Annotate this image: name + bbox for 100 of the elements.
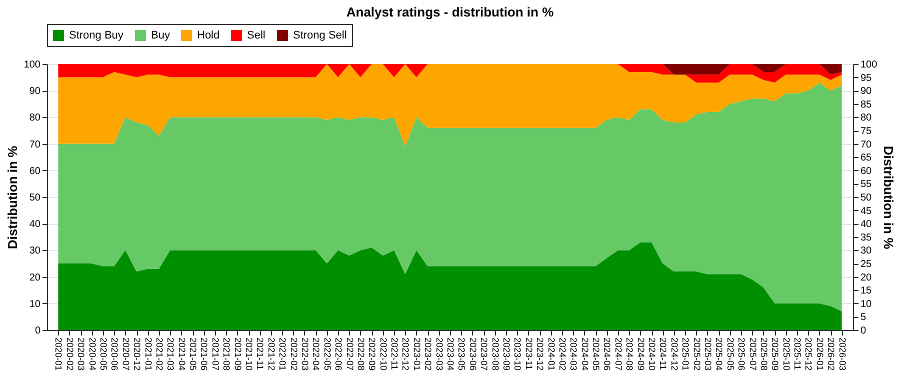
x-tick-label: 2024-07 (613, 338, 624, 371)
x-tick-label: 2024-08 (624, 338, 635, 371)
x-tick-label: 2025-05 (725, 338, 736, 371)
x-tick-label: 2021-07 (210, 338, 220, 371)
x-tick-label: 2020-01 (54, 338, 64, 371)
legend-label: Sell (247, 30, 266, 42)
legend-label: Hold (197, 30, 220, 42)
legend-label: Strong Sell (293, 30, 347, 42)
y2-tick-label: 45 (860, 206, 872, 217)
y-tick-label: 60 (29, 166, 41, 177)
x-tick-label: 2025-11 (792, 338, 803, 370)
x-tick-label: 2025-02 (692, 338, 702, 371)
chart-title: Analyst ratings - distribution in % (346, 4, 554, 20)
x-tick-label: 2022-08 (356, 338, 366, 371)
y2-tick-label: 60 (860, 166, 872, 177)
x-tick-label: 2025-12 (804, 338, 814, 371)
y2-axis-title: Distribution in % (881, 146, 896, 250)
x-tick-label: 2023-11 (524, 338, 534, 370)
x-tick-label: 2023-12 (535, 338, 546, 371)
y2-tick-label: 90 (860, 86, 872, 98)
x-tick-label: 2023-10 (512, 338, 523, 371)
y2-tick-label: 0 (860, 326, 866, 336)
x-tick-label: 2024-06 (602, 338, 612, 371)
x-tick-label: 2025-06 (736, 338, 747, 371)
x-tick-label: 2024-04 (580, 338, 590, 371)
y2-tick-label: 10 (860, 298, 872, 310)
x-tick-label: 2022-02 (288, 338, 299, 371)
y-axis-title: Distribution in % (4, 145, 20, 250)
x-tick-label: 2022-03 (300, 338, 310, 371)
x-tick-label: 2024-11 (658, 338, 668, 370)
x-tick-label: 2022-12 (400, 338, 411, 371)
y-tick-label: 50 (29, 192, 41, 204)
y-tick-label: 0 (34, 326, 41, 336)
x-tick-label: 2024-05 (591, 338, 602, 371)
x-tick-label: 2023-09 (501, 338, 512, 371)
x-tick-label: 2023-08 (490, 338, 500, 371)
x-tick-label: 2025-04 (714, 338, 724, 371)
y2-tick-label: 55 (860, 179, 872, 190)
legend-label: Buy (151, 30, 170, 42)
x-tick-label: 2026-03 (837, 338, 848, 371)
x-tick-label: 2022-04 (311, 338, 322, 371)
y-tick-label: 10 (29, 298, 41, 310)
y2-tick-label: 15 (860, 286, 872, 297)
x-tick-label: 2026-01 (814, 338, 825, 371)
y2-tick-label: 40 (860, 219, 872, 230)
x-tick-label: 2025-09 (770, 338, 780, 371)
x-tick-label: 2020-12 (132, 338, 142, 371)
x-tick-label: 2023-07 (479, 338, 490, 371)
x-tick-label: 2023-03 (434, 338, 444, 371)
x-tick-label: 2020-02 (64, 338, 75, 371)
x-tick-label: 2022-11 (390, 338, 400, 370)
x-tick-label: 2022-06 (334, 338, 344, 371)
x-tick-label: 2025-03 (702, 338, 713, 371)
x-tick-label: 2021-08 (222, 338, 232, 371)
legend-label: Strong Buy (69, 30, 124, 42)
x-tick-label: 2023-05 (456, 338, 467, 371)
x-tick-label: 2023-01 (412, 338, 422, 371)
x-tick-label: 2021-06 (199, 338, 210, 371)
y2-tick-label: 65 (860, 152, 872, 164)
y2-tick-label: 75 (860, 126, 872, 137)
x-tick-label: 2021-02 (154, 338, 164, 371)
x-tick-label: 2023-02 (423, 338, 434, 371)
x-tick-label: 2020-05 (98, 338, 108, 371)
x-tick-label: 2023-06 (468, 338, 478, 371)
x-tick-label: 2022-10 (378, 338, 388, 371)
x-tick-label: 2024-10 (647, 338, 657, 371)
x-tick-label: 2023-04 (446, 338, 456, 371)
x-tick-label: 2025-08 (758, 338, 769, 371)
y-tick-label: 40 (29, 219, 41, 230)
x-tick-label: 2021-04 (176, 338, 187, 371)
y2-tick-label: 70 (860, 139, 872, 150)
y2-tick-label: 100 (860, 60, 878, 70)
y-tick-label: 70 (29, 139, 41, 150)
y-tick-label: 30 (29, 246, 41, 257)
y2-tick-label: 95 (860, 72, 872, 84)
y2-tick-label: 5 (860, 312, 866, 324)
x-tick-label: 2026-02 (826, 338, 836, 371)
y2-tick-label: 20 (860, 272, 872, 284)
y2-tick-label: 80 (860, 112, 872, 124)
x-tick-label: 2025-10 (781, 338, 792, 371)
x-tick-label: 2021-11 (255, 338, 266, 370)
x-tick-label: 2025-07 (748, 338, 758, 371)
x-tick-label: 2021-05 (188, 338, 198, 371)
x-tick-label: 2024-03 (568, 338, 579, 371)
x-tick-label: 2024-12 (669, 338, 680, 371)
x-tick-label: 2022-07 (344, 338, 355, 371)
x-tick-label: 2020-03 (76, 338, 86, 371)
y-tick-label: 80 (29, 112, 41, 124)
x-tick-label: 2024-02 (557, 338, 568, 371)
x-tick-label: 2021-09 (232, 338, 243, 371)
x-tick-label: 2020-04 (87, 338, 98, 371)
x-tick-label: 2021-03 (166, 338, 176, 371)
x-tick-label: 2025-01 (680, 338, 691, 371)
x-tick-label: 2022-09 (367, 338, 378, 371)
x-tick-label: 2024-09 (636, 338, 646, 371)
x-tick-label: 2020-06 (110, 338, 120, 371)
y-tick-label: 90 (29, 86, 41, 98)
y-tick-label: 100 (24, 60, 41, 70)
x-tick-label: 2024-01 (546, 338, 556, 371)
x-tick-label: 2022-01 (278, 338, 288, 371)
